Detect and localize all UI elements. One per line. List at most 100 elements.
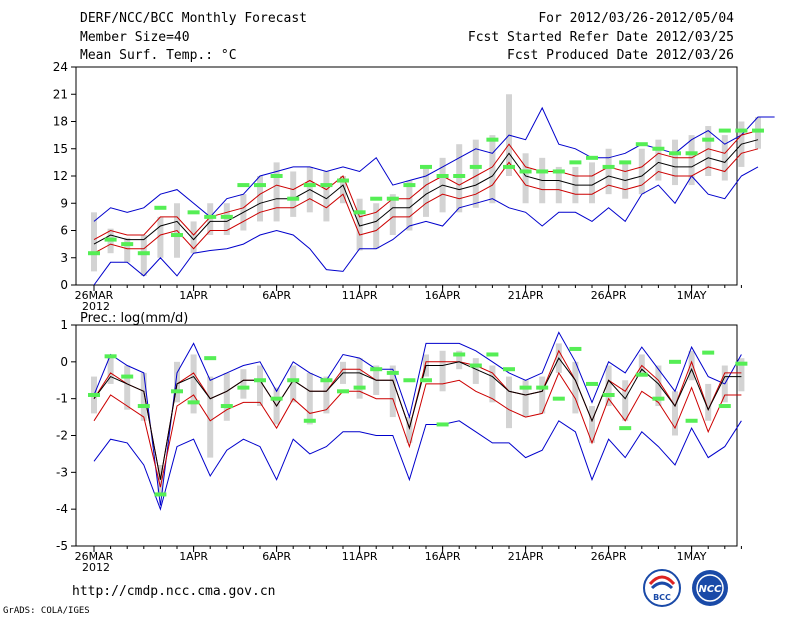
panel1-xtick-label: 1MAY <box>677 289 707 302</box>
panel2-spread-bar <box>572 361 579 414</box>
panel2-spread-bar <box>323 376 330 414</box>
panel2-spread-bar <box>207 376 214 458</box>
panel2-spread-bar <box>290 365 297 403</box>
panel2-marker <box>137 404 150 409</box>
panel1-spread-bar <box>157 216 164 258</box>
panel1-ytick-label: 3 <box>60 251 68 265</box>
panel2-marker <box>420 378 432 383</box>
panel1-marker <box>586 155 598 160</box>
panel2-marker <box>171 389 183 394</box>
panel2-ytick-label: -4 <box>56 502 68 516</box>
panel2-spread-bar <box>522 380 529 418</box>
panel1-spread-bar <box>406 180 413 231</box>
panel2-marker <box>635 372 648 377</box>
member-size-label: Member Size=40 <box>80 30 190 45</box>
panel2-spread-bar <box>406 417 413 443</box>
panel2-marker <box>303 418 316 423</box>
panel1-ytick-label: 9 <box>60 196 68 210</box>
panel1-marker <box>602 164 615 169</box>
panel2-xtick-label: 21APR <box>508 550 544 563</box>
panel2-ytick-label: 1 <box>60 318 68 332</box>
panel2-marker <box>586 381 598 386</box>
panel1-xtick-label: 26APR <box>591 289 627 302</box>
panel2-xtick-label: 11APR <box>342 550 378 563</box>
panel2-xtick-label: 26MAR <box>75 550 114 563</box>
panel1-marker <box>386 196 399 201</box>
panel1-spread-bar <box>190 221 197 254</box>
panel1-year-label: 2012 <box>82 300 110 313</box>
panel2-spread-bar <box>705 383 712 421</box>
panel1-marker <box>403 183 416 188</box>
panel1-mean-line <box>93 139 759 245</box>
panel2-marker <box>154 492 167 497</box>
panel2-min-line <box>93 420 742 511</box>
panel2-xtick-label: 16APR <box>425 550 461 563</box>
panel1-marker <box>735 128 748 133</box>
panel1-spread-bar <box>638 148 645 195</box>
panel2-xtick-label: 1MAY <box>677 550 707 563</box>
panel1-spread-bar <box>356 198 363 251</box>
source-url[interactable]: http://cmdp.ncc.cma.gov.cn <box>72 584 276 599</box>
panel1-ytick-label: 12 <box>53 169 68 183</box>
panel2-spread-bar <box>223 372 230 421</box>
panel2-spread-bar <box>190 354 197 414</box>
panel1-marker <box>486 137 499 142</box>
panel1-marker <box>652 146 665 151</box>
panel1-spread-bar <box>91 212 97 272</box>
panel1-spread-bar <box>522 153 529 204</box>
panel2-spread-bar <box>124 365 131 410</box>
panel2-spread-bar <box>638 354 645 373</box>
panel2-marker <box>735 361 748 366</box>
panel1-ytick-label: 18 <box>53 115 68 129</box>
panel1-ytick-label: 21 <box>53 87 68 101</box>
panel1-marker <box>752 128 764 133</box>
panel2-mean-line <box>93 357 742 480</box>
panel2-spread-bar <box>605 365 612 407</box>
panel1-xtick-label: 1APR <box>179 289 208 302</box>
panel1-spread-bar <box>688 135 695 186</box>
panel1-marker <box>104 237 117 242</box>
panel2-xtick-label: 26APR <box>591 550 627 563</box>
panel1-marker <box>469 164 482 169</box>
panel2-marker <box>121 374 134 379</box>
panel1-spread-bar <box>672 139 678 186</box>
grads-credit: GrADS: COLA/IGES <box>3 606 90 616</box>
panel1-marker <box>204 214 217 219</box>
panel1-xtick-label: 21APR <box>508 289 544 302</box>
panel2-spread-bar <box>622 380 629 421</box>
panel2-spread-bar <box>589 406 595 443</box>
panel1-marker <box>88 251 100 256</box>
panel1-marker <box>685 151 698 156</box>
panel1-marker <box>171 233 183 238</box>
started-date-label: Fcst Started Refer Date 2012/03/25 <box>467 30 734 45</box>
panel1-spread-bar <box>489 135 496 204</box>
panel2-spread-bar <box>140 372 147 421</box>
bcc-logo-text: BCC <box>653 593 671 602</box>
panel2-spread-bar <box>738 358 745 392</box>
panel2-year-label: 2012 <box>82 561 110 574</box>
panel2-marker <box>254 378 266 383</box>
panel1-marker <box>303 183 316 188</box>
panel2-spread-bar <box>672 391 678 436</box>
panel2-spread-bar <box>506 376 512 429</box>
panel2-marker <box>552 396 565 401</box>
panel1-marker <box>220 214 233 219</box>
panel2-marker <box>503 367 515 372</box>
panel2-ytick-label: 0 <box>60 355 68 369</box>
panel1-spread-bar <box>721 135 728 181</box>
panel2-marker <box>519 385 532 390</box>
forecast-period-label: For 2012/03/26-2012/05/04 <box>538 11 734 26</box>
panel1-marker <box>552 169 565 174</box>
panel1-marker <box>453 174 466 178</box>
panel1-spread-bar <box>423 166 429 217</box>
panel1-spread-bar <box>373 203 380 249</box>
panel1-marker <box>121 242 134 247</box>
panel1-spread-bar <box>655 139 662 181</box>
panel1-marker <box>270 174 283 178</box>
panel1-xtick-label: 11APR <box>342 289 378 302</box>
panel1-marker <box>187 210 200 215</box>
panel1-spread-bar <box>340 176 346 204</box>
variable-label: Mean Surf. Temp.: °C <box>80 48 237 63</box>
logos: BCC NCC <box>643 569 728 607</box>
